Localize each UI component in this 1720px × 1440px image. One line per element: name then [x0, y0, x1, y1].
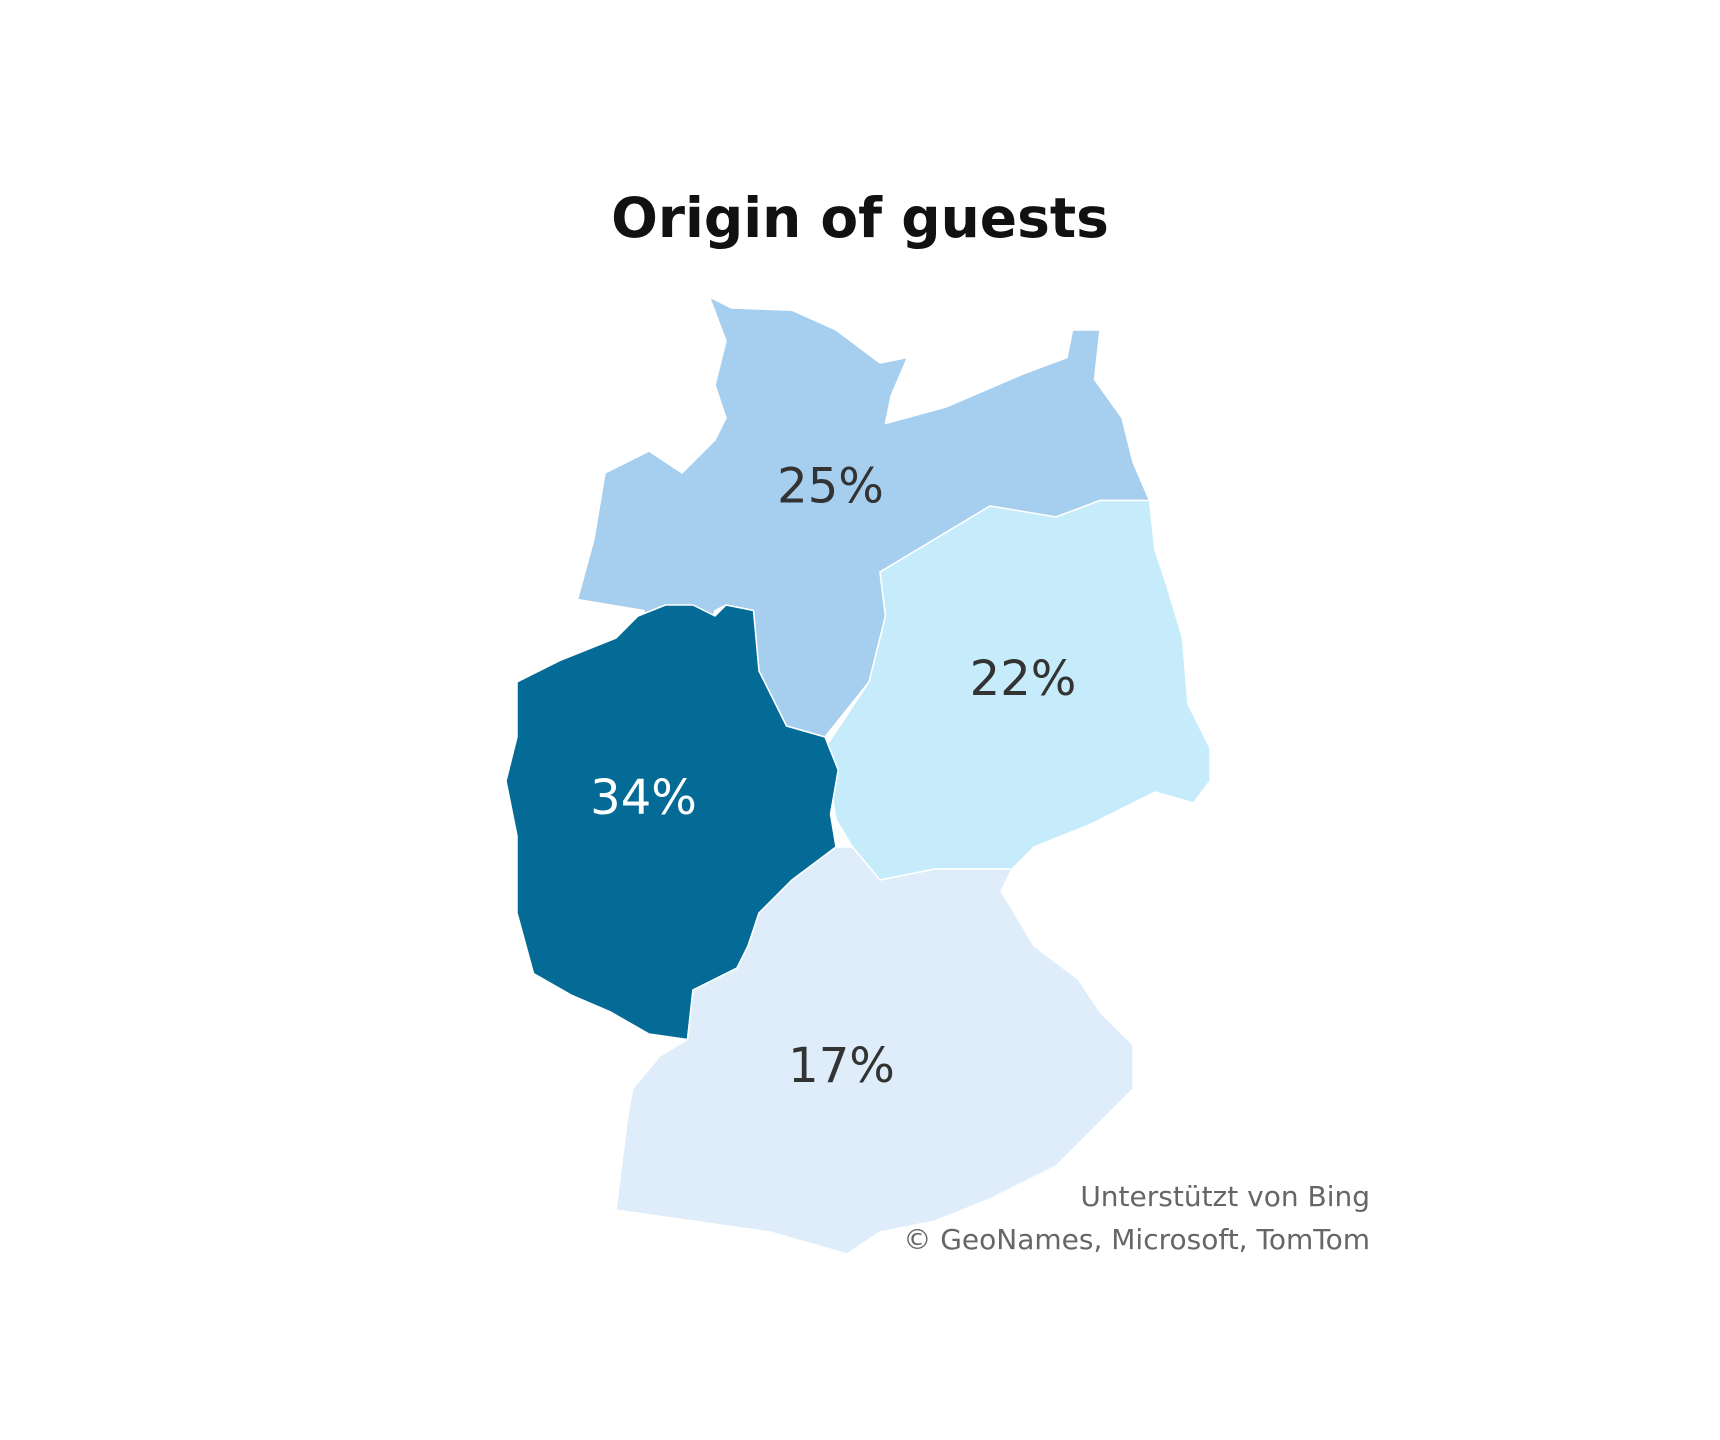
value-label: 25% [777, 459, 884, 515]
attribution: Unterstützt von Bing [1080, 1180, 1370, 1213]
attribution: © GeoNames, Microsoft, TomTom [903, 1223, 1370, 1256]
map: 25% 22% 34% 17% [505, 296, 1211, 1255]
value-label: 17% [788, 1038, 895, 1094]
region [615, 846, 1134, 1255]
chart-title: Origin of guests [611, 186, 1109, 250]
value-label: 22% [970, 651, 1077, 707]
value-label: 34% [590, 770, 697, 826]
